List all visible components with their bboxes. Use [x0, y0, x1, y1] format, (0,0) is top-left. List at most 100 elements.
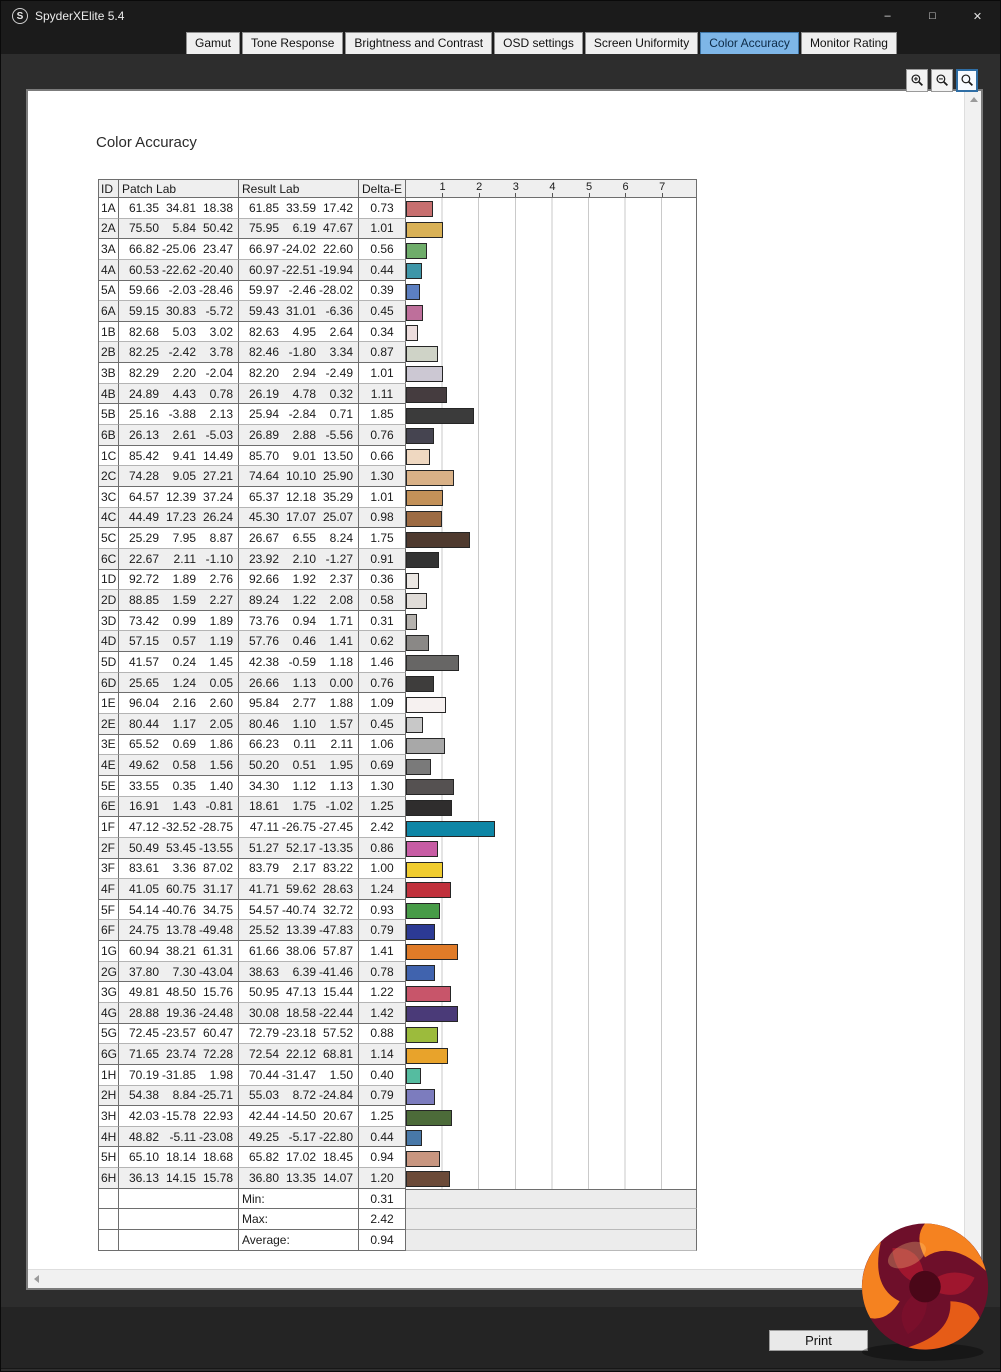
delta-e-cell: 0.76 [359, 425, 406, 446]
delta-e-cell: 0.73 [359, 198, 406, 219]
row-id-cell: 5F [99, 899, 119, 921]
row-id-cell: 2F [99, 837, 119, 859]
delta-bar [406, 304, 423, 321]
table-row: 1E 96.04 2.16 2.60 95.84 2.77 1.88 1.09 [99, 693, 697, 715]
zoom-in-button[interactable] [906, 69, 928, 92]
result-lab-cell: 73.76 0.94 1.71 [239, 610, 359, 632]
result-lab-cell: 75.95 6.19 47.67 [239, 218, 359, 240]
patch-lab-cell: 60.53 -22.62 -20.40 [119, 259, 239, 281]
patch-lab-cell: 47.12 -32.52 -28.75 [119, 817, 239, 838]
delta-bar-cell [406, 879, 697, 900]
delta-bar-cell [406, 1064, 697, 1086]
result-lab-cell: 65.82 17.02 18.45 [239, 1147, 359, 1169]
delta-e-cell: 1.30 [359, 466, 406, 487]
tab-gamut[interactable]: Gamut [186, 32, 241, 54]
patch-lab-cell: 25.65 1.24 0.05 [119, 672, 239, 694]
minimize-button[interactable]: – [884, 10, 891, 22]
summary-id-cell [99, 1230, 119, 1251]
tab-screen-uniformity[interactable]: Screen Uniformity [584, 32, 699, 54]
zoom-toolbar [906, 69, 978, 92]
delta-bar [406, 923, 435, 940]
table-row: 2E 80.44 1.17 2.05 80.46 1.10 1.57 0.45 [99, 714, 697, 735]
tab-osd-settings[interactable]: OSD settings [494, 32, 583, 54]
patch-lab-cell: 75.50 5.84 50.42 [119, 218, 239, 240]
summary-value: 0.31 [359, 1188, 406, 1210]
result-lab-cell: 38.63 6.39 -41.46 [239, 961, 359, 983]
delta-bar-cell [406, 837, 697, 859]
table-row: 2A 75.50 5.84 50.42 75.95 6.19 47.67 1.01 [99, 218, 697, 240]
row-id-cell: 3A [99, 239, 119, 260]
tab-tone-response[interactable]: Tone Response [242, 32, 344, 54]
table-row: 5E 33.55 0.35 1.40 34.30 1.12 1.13 1.30 [99, 775, 697, 797]
summary-chart-cell [406, 1188, 697, 1210]
axis-tick-mark [551, 193, 553, 197]
patch-lab-cell: 28.88 19.36 -24.48 [119, 1002, 239, 1024]
delta-e-cell: 0.66 [359, 445, 406, 467]
patch-lab-cell: 71.65 23.74 72.28 [119, 1044, 239, 1065]
table-row: 4F 41.05 60.75 31.17 41.71 59.62 28.63 1.24 [99, 879, 697, 900]
delta-e-cell: 2.42 [359, 817, 406, 838]
scroll-left-button[interactable] [28, 1270, 45, 1288]
result-lab-cell: 61.66 38.06 57.87 [239, 941, 359, 962]
delta-e-cell: 0.62 [359, 631, 406, 653]
row-id-cell: 1A [99, 198, 119, 219]
patch-lab-cell: 54.38 8.84 -25.71 [119, 1085, 239, 1107]
vertical-scrollbar[interactable] [964, 91, 981, 1250]
result-lab-cell: 36.80 13.35 14.07 [239, 1168, 359, 1189]
tab-bar: Gamut Tone Response Brightness and Contras… [1, 31, 1000, 54]
delta-bar-cell [406, 755, 697, 776]
table-row: 6A 59.15 30.83 -5.72 59.43 31.01 -6.36 0.45 [99, 301, 697, 322]
delta-e-cell: 1.22 [359, 982, 406, 1003]
result-lab-cell: 26.67 6.55 8.24 [239, 528, 359, 549]
delta-bar-cell [406, 858, 697, 880]
result-lab-cell: 42.38 -0.59 1.18 [239, 652, 359, 673]
delta-e-cell: 1.42 [359, 1002, 406, 1024]
delta-bar-cell [406, 920, 697, 942]
tab-monitor-rating[interactable]: Monitor Rating [800, 32, 897, 54]
row-id-cell: 2D [99, 590, 119, 611]
summary-value: 2.42 [359, 1209, 406, 1231]
result-lab-cell: 42.44 -14.50 20.67 [239, 1106, 359, 1127]
table-row: 6F 24.75 13.78 -49.48 25.52 13.39 -47.83 0.79 [99, 920, 697, 942]
delta-bar [406, 221, 443, 238]
close-button[interactable]: ✕ [972, 10, 983, 23]
arrow-up-icon [969, 97, 978, 102]
result-lab-cell: 70.44 -31.47 1.50 [239, 1064, 359, 1086]
delta-bar [406, 965, 435, 982]
horizontal-scrollbar[interactable] [28, 1269, 981, 1288]
maximize-button[interactable]: □ [929, 10, 936, 22]
print-button[interactable]: Print [769, 1330, 868, 1351]
patch-lab-cell: 24.89 4.43 0.78 [119, 383, 239, 405]
patch-lab-cell: 85.42 9.41 14.49 [119, 445, 239, 467]
zoom-reset-button[interactable] [956, 69, 978, 92]
delta-e-cell: 0.91 [359, 548, 406, 570]
result-lab-cell: 25.94 -2.84 0.71 [239, 404, 359, 426]
tab-color-accuracy[interactable]: Color Accuracy [700, 32, 799, 54]
delta-bar [406, 428, 434, 445]
tab-brightness-and-contrast[interactable]: Brightness and Contrast [345, 32, 493, 54]
zoom-out-button[interactable] [931, 69, 953, 92]
scroll-up-button[interactable] [965, 91, 982, 108]
table-row: 5F 54.14 -40.76 34.75 54.57 -40.74 32.72 0.93 [99, 899, 697, 921]
row-id-cell: 3C [99, 486, 119, 508]
summary-value: 0.94 [359, 1230, 406, 1251]
summary-id-cell [99, 1209, 119, 1231]
result-lab-cell: 49.25 -5.17 -22.80 [239, 1126, 359, 1148]
patch-lab-cell: 57.15 0.57 1.19 [119, 631, 239, 653]
row-id-cell: 1H [99, 1064, 119, 1086]
summary-empty-cell [119, 1209, 239, 1231]
delta-bar [406, 882, 452, 899]
row-id-cell: 1F [99, 817, 119, 838]
row-id-cell: 5G [99, 1023, 119, 1045]
table-row: 5B 25.16 -3.88 2.13 25.94 -2.84 0.71 1.85 [99, 404, 697, 426]
header-result-lab: Result Lab [239, 180, 359, 198]
delta-bar [406, 717, 423, 734]
table-row: 5H 65.10 18.14 18.68 65.82 17.02 18.45 0.94 [99, 1147, 697, 1169]
row-id-cell: 2B [99, 342, 119, 364]
row-id-cell: 6H [99, 1168, 119, 1189]
row-id-cell: 6E [99, 796, 119, 818]
delta-bar-cell [406, 301, 697, 322]
delta-e-cell: 1.20 [359, 1168, 406, 1189]
delta-bar [406, 572, 420, 589]
